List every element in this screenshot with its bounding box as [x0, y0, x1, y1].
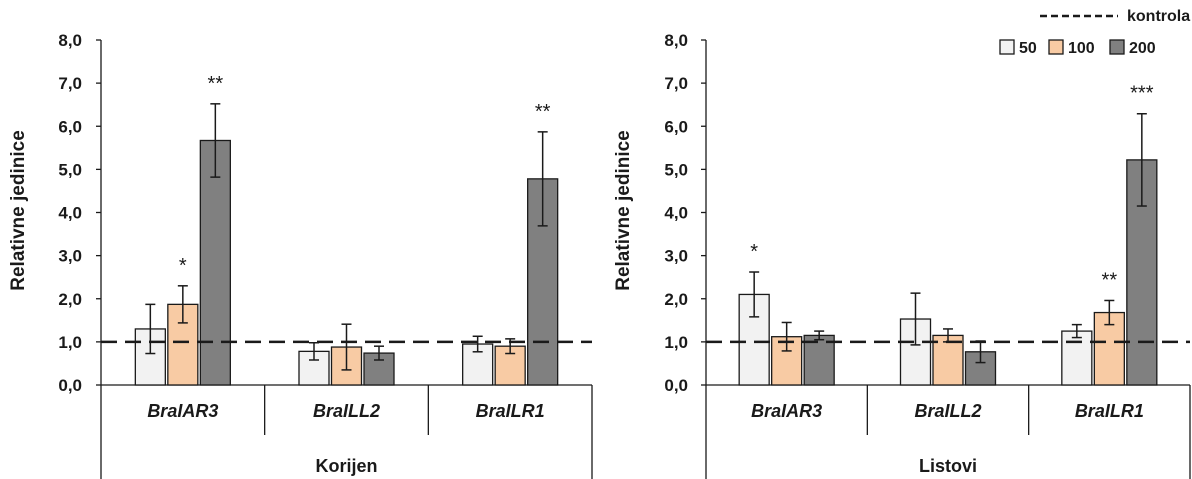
chart-listovi: 0,0 1,0 2,0 3,0 4,0 5,0 6,0 7,0 8,0 Relativne jed…: [613, 31, 1191, 479]
legend-label-50: 50: [1019, 40, 1037, 57]
y-tick-label: 6,0: [58, 117, 82, 136]
category-label: BraIAR3: [147, 401, 218, 421]
category-label: BraILR1: [476, 401, 545, 421]
group-label: Listovi: [919, 456, 977, 476]
legend-control-label: kontrola: [1127, 8, 1190, 25]
y-tick-label: 7,0: [664, 74, 688, 93]
y-tick-label: 0,0: [664, 376, 688, 395]
legend-swatch-100: [1048, 39, 1064, 55]
y-tick-label: 8,0: [664, 31, 688, 50]
legend-swatch-200: [1109, 39, 1125, 55]
y-tick-label: 4,0: [58, 204, 82, 223]
legend-label-200: 200: [1129, 40, 1156, 57]
category-label: BraILL2: [313, 401, 380, 421]
significance-marker: **: [535, 101, 551, 123]
y-tick-label: 3,0: [58, 247, 82, 266]
y-axis-title: Relativne jedinice: [613, 130, 634, 291]
y-tick-label: 6,0: [664, 117, 688, 136]
y-tick-label: 0,0: [58, 376, 82, 395]
y-tick-label: 5,0: [58, 160, 82, 179]
bar: [932, 334, 964, 386]
y-tick-label: 3,0: [664, 247, 688, 266]
y-tick-label: 1,0: [58, 333, 82, 352]
significance-marker: ***: [1130, 83, 1154, 105]
y-tick-label: 5,0: [664, 160, 688, 179]
legend-label-100: 100: [1068, 40, 1095, 57]
significance-marker: *: [179, 255, 187, 277]
bar: [964, 351, 997, 386]
bar: [199, 139, 231, 386]
y-axis-title: Relativne jedinice: [8, 130, 29, 291]
y-tick-label: 4,0: [664, 204, 688, 223]
bar: [803, 334, 835, 386]
y-tick-label: 8,0: [58, 31, 82, 50]
category-label: BraILR1: [1075, 401, 1144, 421]
y-tick-label: 2,0: [58, 290, 82, 309]
significance-marker: **: [208, 73, 224, 95]
category-label: BraIAR3: [751, 401, 822, 421]
legend: kontrola 50 100 200: [999, 8, 1190, 57]
y-tick-label: 7,0: [58, 74, 82, 93]
bar: [1061, 330, 1093, 386]
y-tick-label: 2,0: [664, 290, 688, 309]
legend-swatch-50: [999, 39, 1015, 55]
group-label: Korijen: [315, 456, 377, 476]
chart-korijen: 0,0 1,0 2,0 3,0 4,0 5,0 6,0 7,0 8,0 Relativne jed…: [8, 31, 593, 479]
significance-marker: **: [1102, 269, 1118, 291]
significance-marker: *: [750, 241, 758, 263]
category-label: BraILL2: [914, 401, 981, 421]
y-tick-label: 1,0: [664, 333, 688, 352]
